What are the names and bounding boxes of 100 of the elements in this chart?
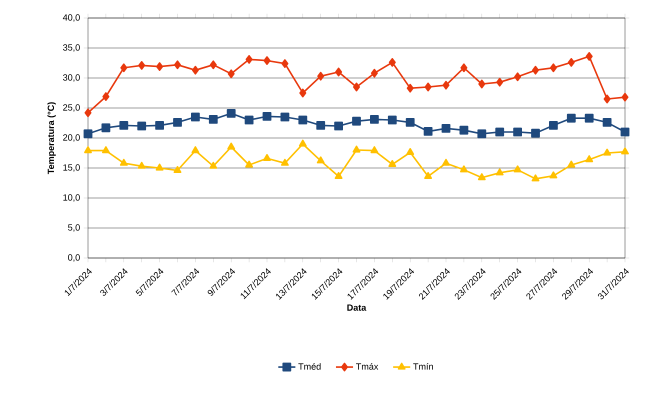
point: [173, 118, 182, 127]
point: [370, 68, 378, 78]
point: [496, 168, 504, 176]
y-tick-label: 40,0: [62, 14, 80, 22]
point: [138, 61, 146, 70]
y-tick-label: 35,0: [63, 44, 80, 52]
point: [192, 66, 199, 75]
point: [602, 118, 612, 127]
point: [531, 128, 540, 138]
point: [406, 118, 415, 127]
y-tick-label: 20,0: [63, 134, 80, 142]
point: [621, 147, 629, 154]
point: [477, 129, 486, 138]
point: [568, 58, 575, 67]
point: [280, 112, 290, 122]
point: [532, 174, 540, 182]
point: [227, 142, 236, 150]
point: [353, 82, 360, 92]
point: [620, 128, 630, 136]
point: [155, 121, 164, 130]
point: [495, 128, 504, 136]
point: [298, 116, 308, 124]
point: [334, 122, 343, 130]
point: [370, 146, 378, 154]
point: [228, 69, 235, 78]
legend-label: Tmín: [413, 362, 433, 370]
point: [102, 123, 110, 132]
point: [442, 158, 450, 166]
point: [84, 108, 92, 118]
point: [478, 80, 486, 88]
x-axis-title: Data: [347, 304, 366, 311]
point: [316, 121, 326, 130]
y-tick-label: 30,0: [63, 74, 80, 82]
point: [174, 166, 182, 174]
point: [352, 146, 360, 153]
point: [388, 116, 397, 124]
point: [263, 154, 271, 161]
point: [208, 115, 218, 124]
point: [532, 66, 540, 75]
point: [210, 60, 217, 70]
point: [226, 109, 236, 118]
legend-label: Tméd: [298, 362, 321, 370]
point: [406, 148, 414, 155]
point: [156, 62, 164, 71]
y-tick-label: 10,0: [63, 194, 80, 202]
point: [174, 60, 181, 70]
point: [496, 78, 504, 87]
point: [102, 146, 110, 154]
point: [120, 63, 128, 72]
point: [584, 114, 594, 123]
point: [586, 52, 593, 61]
point: [209, 162, 218, 169]
point: [603, 148, 612, 156]
point: [138, 162, 146, 169]
point: [406, 84, 414, 93]
point: [335, 68, 342, 76]
point: [281, 59, 288, 68]
legend-label: Tmáx: [356, 362, 378, 370]
point: [549, 171, 558, 178]
point: [119, 121, 128, 130]
point: [299, 88, 306, 98]
y-tick-label: 0,0: [68, 254, 80, 262]
y-tick-label: 15,0: [63, 164, 80, 172]
point: [334, 172, 343, 179]
point: [513, 128, 522, 136]
point: [585, 155, 594, 162]
point: [549, 121, 558, 130]
point: [442, 80, 450, 90]
y-tick-label: 25,0: [63, 104, 80, 112]
point: [370, 115, 379, 124]
point: [352, 116, 361, 126]
point: [478, 173, 486, 180]
y-tick-label: 5,0: [68, 224, 80, 232]
point: [317, 72, 324, 81]
point: [84, 129, 92, 138]
point: [388, 160, 396, 167]
point: [460, 165, 468, 172]
point: [550, 63, 557, 72]
point: [264, 56, 271, 65]
point: [460, 63, 468, 72]
point: [137, 122, 146, 130]
point: [424, 82, 432, 92]
point: [156, 164, 164, 171]
point: [388, 58, 396, 67]
point: [191, 146, 200, 154]
point: [102, 92, 110, 101]
point: [262, 112, 272, 121]
point: [244, 116, 254, 124]
point: [567, 160, 576, 168]
point: [120, 158, 128, 166]
point: [514, 165, 522, 172]
point: [622, 92, 629, 102]
y-axis-title: Temperatura (°C): [47, 102, 56, 174]
point: [604, 94, 611, 104]
point: [514, 72, 522, 82]
point: [566, 114, 576, 123]
point: [298, 140, 307, 147]
point: [191, 112, 200, 122]
point: [424, 127, 433, 136]
point: [246, 55, 253, 64]
